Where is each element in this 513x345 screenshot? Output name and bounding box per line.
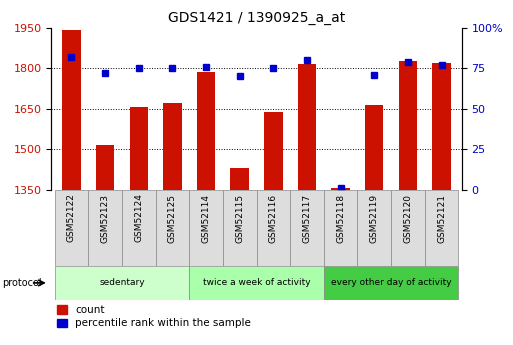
Text: sedentary: sedentary [99, 278, 145, 287]
Bar [324, 190, 358, 266]
Legend: count, percentile rank within the sample: count, percentile rank within the sample [56, 305, 251, 328]
Text: GSM52117: GSM52117 [303, 194, 311, 243]
Bar [88, 190, 122, 266]
Text: GSM52124: GSM52124 [134, 194, 143, 243]
Text: GSM52118: GSM52118 [336, 194, 345, 243]
Bar [55, 266, 189, 300]
Bar [358, 190, 391, 266]
Bar [264, 112, 283, 190]
Bar [324, 266, 458, 300]
Text: GSM52125: GSM52125 [168, 194, 177, 243]
Bar [129, 107, 148, 190]
Bar [55, 190, 88, 266]
Bar [230, 168, 249, 190]
Bar [399, 61, 417, 190]
Text: every other day of activity: every other day of activity [331, 278, 451, 287]
Bar [96, 145, 114, 190]
Bar [62, 30, 81, 190]
Text: GSM52119: GSM52119 [370, 194, 379, 243]
Bar [163, 103, 182, 190]
Bar [223, 190, 256, 266]
Bar [432, 63, 451, 190]
Bar [290, 190, 324, 266]
Bar [298, 64, 316, 190]
Bar [425, 190, 458, 266]
Bar [331, 188, 350, 190]
Text: GSM52120: GSM52120 [403, 194, 412, 243]
Text: GSM52123: GSM52123 [101, 194, 110, 243]
Text: twice a week of activity: twice a week of activity [203, 278, 310, 287]
Text: GSM52115: GSM52115 [235, 194, 244, 243]
Text: GSM52114: GSM52114 [202, 194, 210, 243]
Text: GSM52122: GSM52122 [67, 194, 76, 243]
Bar [155, 190, 189, 266]
Text: protocol: protocol [3, 278, 42, 288]
Text: GSM52121: GSM52121 [437, 194, 446, 243]
Text: GSM52116: GSM52116 [269, 194, 278, 243]
Bar [122, 190, 155, 266]
Bar [391, 190, 425, 266]
Title: GDS1421 / 1390925_a_at: GDS1421 / 1390925_a_at [168, 11, 345, 25]
Bar [189, 266, 324, 300]
Bar [189, 190, 223, 266]
Bar [197, 72, 215, 190]
Bar [365, 106, 384, 190]
Bar [256, 190, 290, 266]
